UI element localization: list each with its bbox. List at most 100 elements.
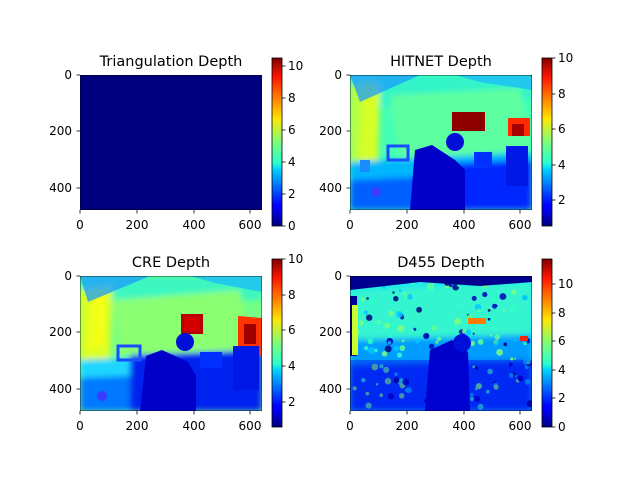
- noise-speckle: [366, 297, 369, 300]
- colorbar-tick-label: 8: [558, 87, 566, 101]
- chart-title: D455 Depth: [397, 255, 485, 271]
- colorbar-tick-label: 10: [288, 59, 303, 73]
- y-tick-label: 0: [334, 269, 342, 283]
- noise-speckle: [477, 403, 484, 410]
- noise-speckle: [513, 339, 517, 342]
- noise-speckle: [436, 336, 442, 342]
- noise-speckle: [474, 366, 479, 370]
- noise-speckle: [401, 339, 405, 343]
- noise-speckle: [461, 329, 467, 334]
- noise-speckle: [376, 320, 381, 325]
- colorbar-tick-label: 8: [288, 91, 296, 105]
- chart-title: CRE Depth: [132, 255, 210, 271]
- colorbar-tick-label: 10: [288, 252, 303, 266]
- noise-speckle: [503, 342, 508, 347]
- noise-speckle: [487, 309, 491, 312]
- depth-image: [350, 75, 532, 210]
- colorbar-tick-label: 4: [558, 158, 566, 172]
- noise-speckle: [495, 304, 498, 307]
- noise-speckle: [393, 377, 400, 384]
- noise-speckle: [402, 378, 410, 386]
- x-axis: [349, 411, 521, 415]
- noise-speckle: [371, 363, 379, 371]
- noise-speckle: [405, 387, 412, 394]
- y-tick-label: 400: [49, 382, 72, 396]
- noise-speckle: [374, 348, 378, 353]
- noise-speckle: [471, 336, 475, 340]
- noise-speckle: [493, 384, 499, 390]
- noise-speckle: [382, 285, 386, 289]
- noise-speckle: [392, 323, 397, 328]
- y-axis: [346, 74, 350, 189]
- x-tick-label: 400: [183, 218, 206, 232]
- colorbar-tick-label: 0: [558, 420, 566, 434]
- noise-speckle: [510, 357, 514, 361]
- x-tick-label: 200: [126, 218, 149, 232]
- noise-speckle: [454, 318, 461, 325]
- y-axis: [76, 74, 80, 189]
- noise-speckle: [402, 291, 407, 296]
- noise-speckle: [474, 303, 482, 311]
- noise-speckle: [407, 294, 413, 300]
- panel-cre: CRE Depth: [49, 252, 303, 433]
- colorbar-tick-label: 6: [558, 334, 566, 348]
- colorbar-tick-label: 6: [558, 122, 566, 136]
- y-tick-label: 0: [64, 269, 72, 283]
- x-axis: [349, 210, 521, 214]
- x-tick-label: 0: [346, 419, 354, 433]
- noise-speckle: [452, 323, 458, 328]
- noise-speckle: [368, 297, 376, 305]
- colorbar-tick-label: 6: [288, 323, 296, 337]
- noise-speckle: [414, 338, 420, 344]
- noise-speckle: [398, 289, 402, 292]
- noise-speckle: [393, 345, 399, 352]
- noise-speckle: [383, 366, 390, 373]
- noise-speckle: [360, 297, 365, 302]
- noise-speckle: [477, 339, 484, 345]
- noise-speckle: [384, 377, 392, 385]
- x-axis: [79, 210, 251, 214]
- colorbar: 2 4 6 8 10: [541, 51, 573, 227]
- x-tick-label: 600: [239, 419, 262, 433]
- noise-speckle: [366, 314, 373, 321]
- colorbar: 0 2 4 6 8 10: [271, 57, 303, 233]
- y-axis: [346, 275, 350, 390]
- noise-speckle: [487, 317, 491, 321]
- noise-speckle: [475, 383, 482, 390]
- noise-speckle: [469, 396, 474, 402]
- noise-speckle: [397, 352, 403, 358]
- noise-speckle: [491, 296, 497, 302]
- noise-speckle: [494, 341, 499, 345]
- y-tick-label: 400: [319, 181, 342, 195]
- depth-image: [350, 276, 532, 411]
- noise-speckle: [472, 332, 475, 335]
- noise-speckle: [523, 341, 528, 346]
- noise-speckle: [477, 308, 481, 313]
- noise-speckle: [381, 351, 388, 357]
- noise-speckle: [485, 389, 490, 394]
- x-tick-label: 200: [396, 218, 419, 232]
- noise-speckle: [410, 329, 415, 333]
- x-tick-label: 400: [453, 218, 476, 232]
- noise-speckle: [465, 329, 472, 336]
- x-tick-label: 0: [346, 218, 354, 232]
- noise-speckle: [423, 335, 426, 338]
- noise-speckle: [509, 305, 517, 313]
- noise-speckle: [352, 386, 357, 391]
- noise-speckle: [392, 291, 395, 294]
- noise-speckle: [475, 312, 480, 316]
- noise-speckle: [399, 393, 405, 399]
- noise-speckle: [431, 325, 438, 331]
- x-tick-label: 400: [453, 419, 476, 433]
- noise-speckle: [396, 311, 403, 318]
- noise-speckle: [470, 393, 474, 397]
- y-tick-label: 0: [334, 68, 342, 82]
- colorbar-tick-label: 2: [558, 193, 566, 207]
- depth-image: [80, 276, 262, 411]
- colorbar-tick-label: 2: [558, 391, 566, 405]
- x-tick-label: 200: [396, 419, 419, 433]
- noise-speckle: [427, 282, 435, 290]
- noise-speckle: [474, 395, 481, 402]
- panel-hitnet: HITNET Depth: [319, 51, 573, 232]
